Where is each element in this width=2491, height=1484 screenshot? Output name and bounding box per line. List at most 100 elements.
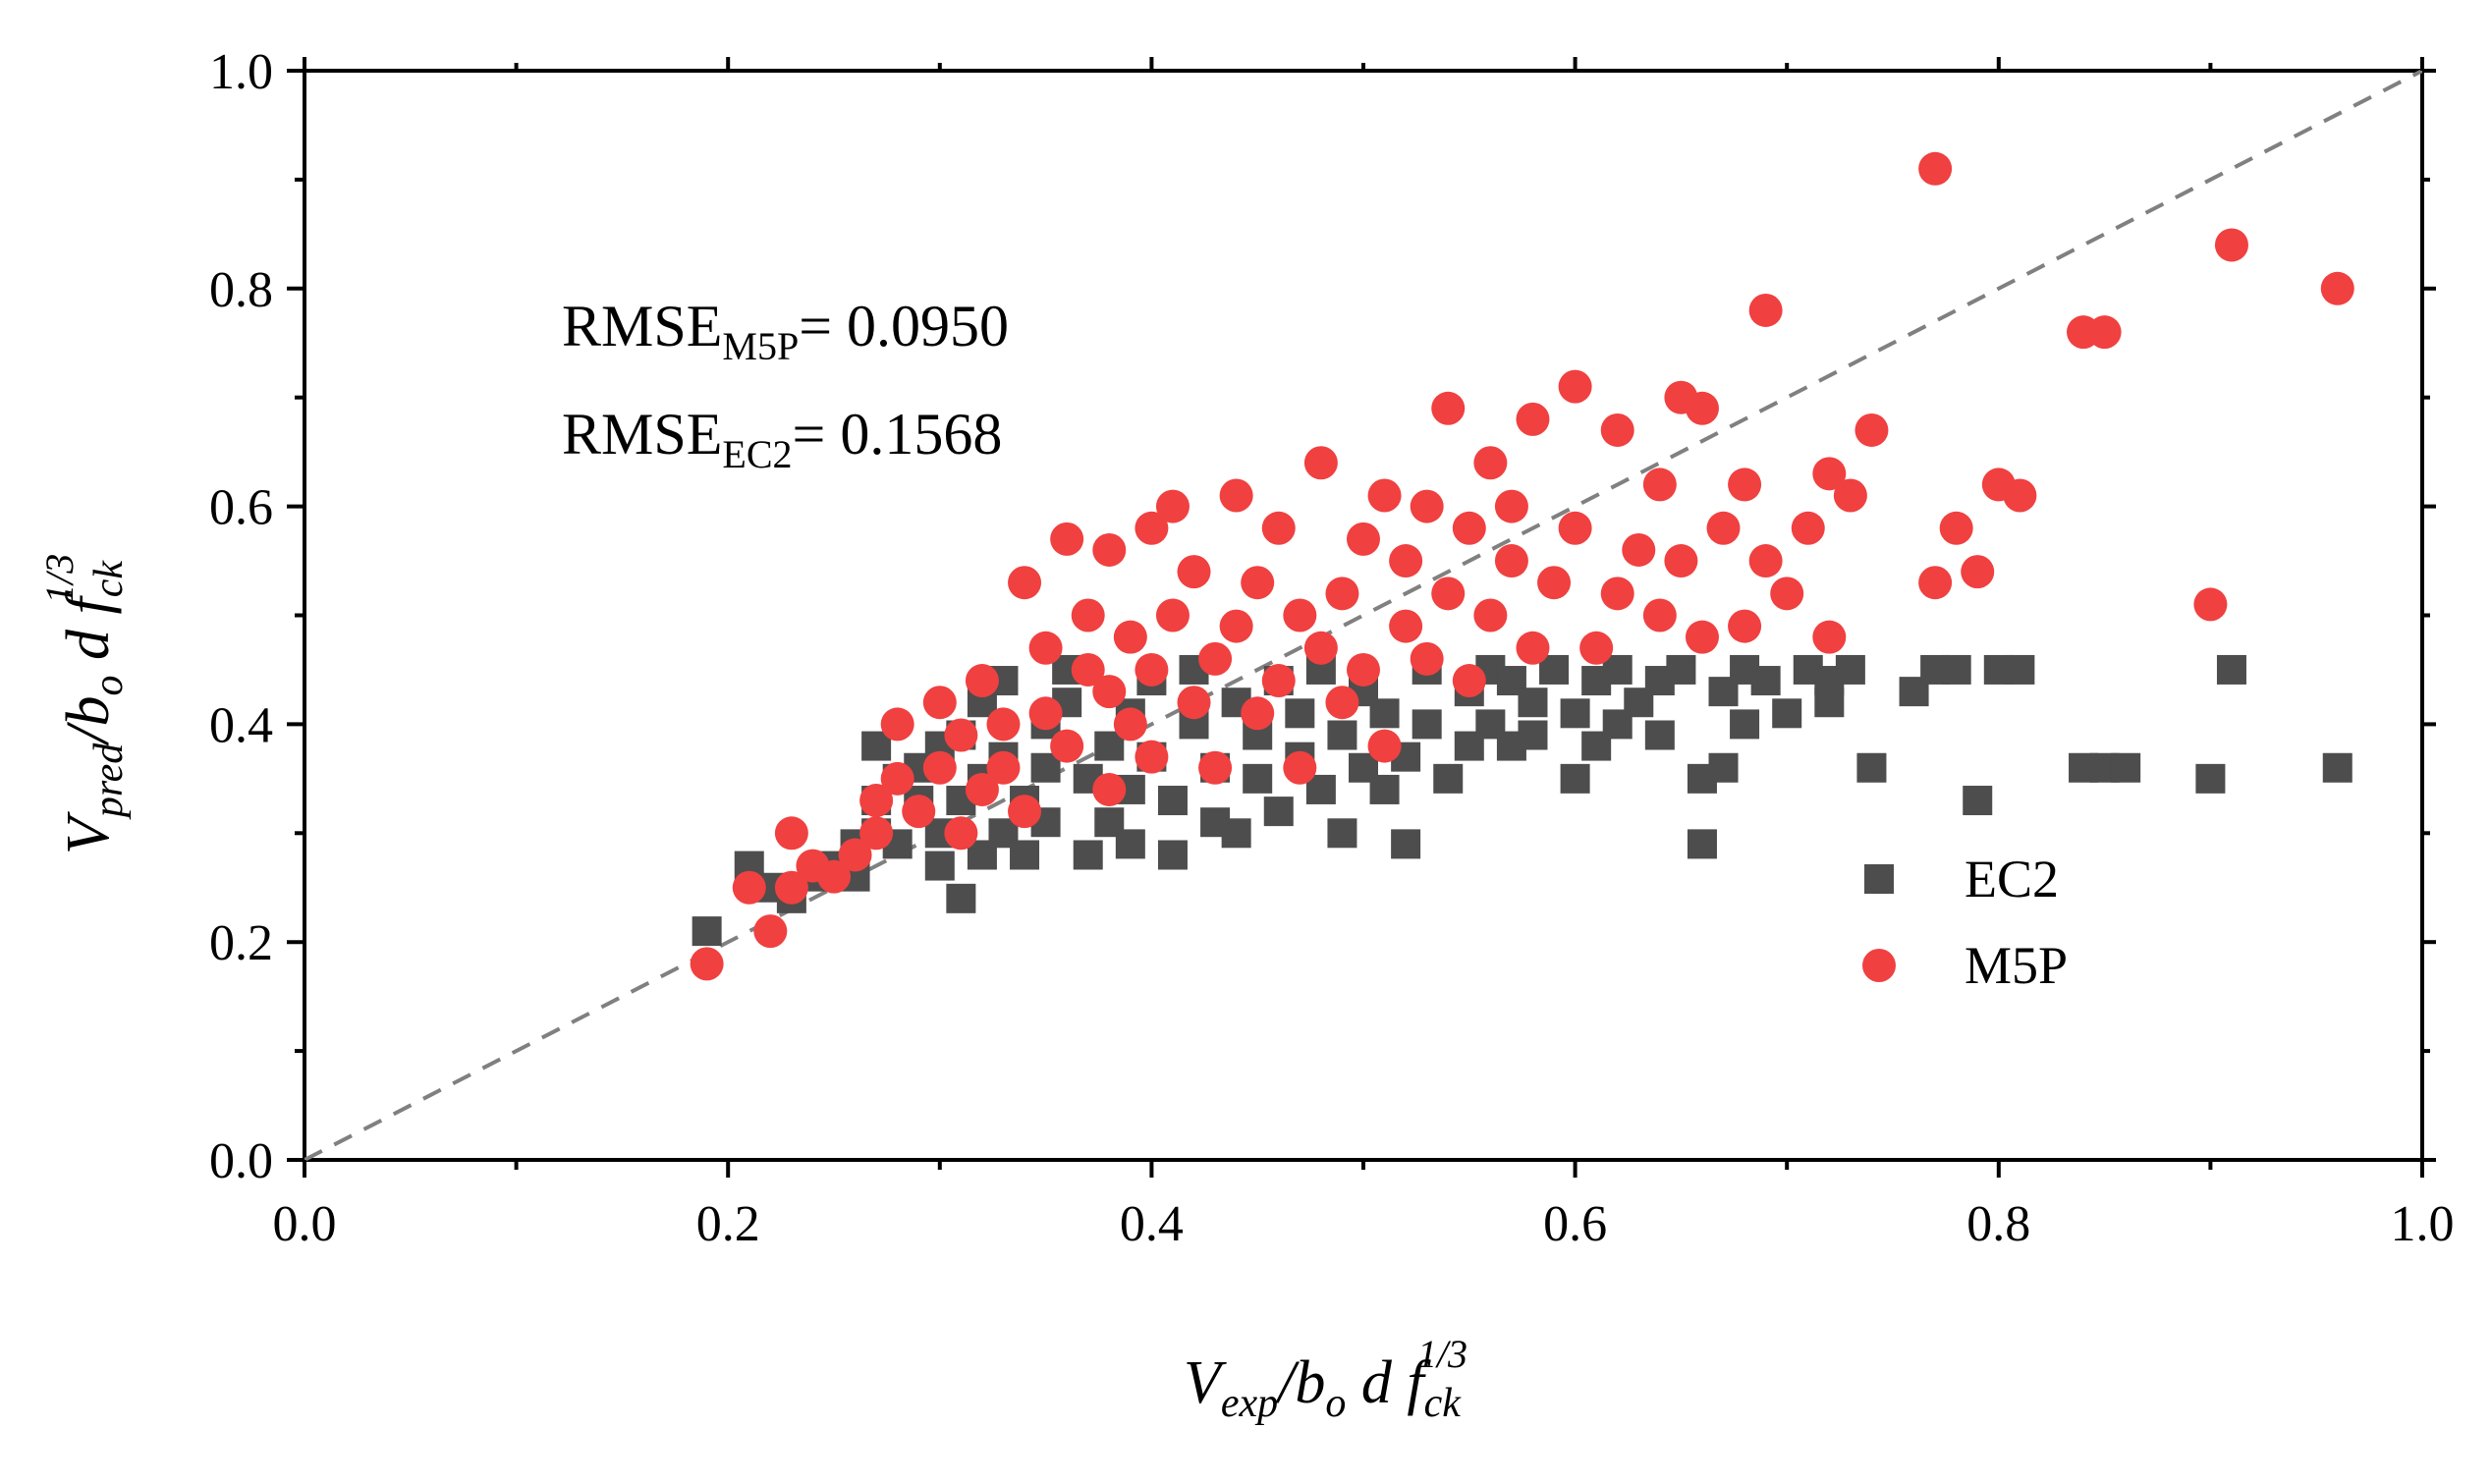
annotation-rmse-ec2: RMSEEC2= 0.1568: [562, 402, 1002, 476]
ec2-point: [1263, 797, 1294, 827]
axis-tick-labels: 0.0 0.2 0.4 0.6 0.8 1.0 0.0 0.2 0.4 0.6 0.8 1.0: [209, 44, 2455, 1252]
m5p-point: [965, 664, 999, 698]
m5p-point: [944, 718, 978, 752]
ec2-point: [1369, 774, 1400, 804]
m5p-point: [1622, 532, 1656, 567]
x-axis-title-sub: exp: [1221, 1381, 1278, 1426]
m5p-point: [1642, 467, 1677, 502]
ec2-point: [1750, 666, 1781, 696]
m5p-point: [2087, 315, 2122, 350]
m5p-point: [2214, 228, 2248, 262]
m5p-point: [1092, 532, 1127, 567]
ec2-point: [1644, 720, 1675, 750]
m5p-point: [1918, 566, 1953, 600]
y-tick-label: 0.0: [209, 1133, 273, 1189]
y-axis-title-tail: d f: [55, 589, 122, 675]
ec2-point: [1941, 654, 1971, 685]
m5p-point: [1961, 555, 1995, 589]
m5p-point: [1367, 729, 1402, 763]
m5p-point: [1410, 489, 1444, 523]
m5p-point: [1177, 686, 1211, 720]
m5p-point: [817, 859, 851, 894]
ec2-point: [1221, 818, 1251, 849]
y-axis-title-main: V: [55, 811, 122, 854]
m5p-point: [1728, 609, 1762, 643]
m5p-point: [1283, 598, 1317, 632]
m5p-point: [1431, 391, 1466, 425]
y-tick-label: 0.4: [209, 697, 273, 753]
reference-line-y-equals-x: [304, 69, 2423, 1162]
m5p-point: [1748, 544, 1783, 578]
ec2-point: [946, 883, 976, 913]
m5p-point: [1770, 577, 1804, 611]
ec2-point: [1157, 786, 1188, 816]
m5p-point: [1452, 664, 1486, 698]
ec2-point: [1518, 687, 1548, 718]
m5p-point: [922, 686, 957, 720]
m5p-point: [880, 761, 914, 796]
ec2-point: [1666, 654, 1696, 685]
m5p-point: [1558, 369, 1592, 404]
ec2-point: [1243, 763, 1273, 794]
y-tick-label: 0.8: [209, 262, 273, 318]
x-tick-label: 0.2: [696, 1196, 760, 1252]
m5p-point: [2320, 271, 2354, 305]
m5p-point: [1325, 577, 1359, 611]
m5p-point: [1071, 598, 1105, 632]
m5p-point: [1579, 631, 1614, 665]
annotation-rmse-ec2-subscript: EC2: [722, 432, 792, 476]
m5p-point: [1050, 729, 1084, 763]
m5p-point: [2003, 478, 2037, 513]
series-m5p: [690, 151, 2354, 981]
annotation-rmse-ec2-prefix: RMSE: [562, 402, 722, 467]
m5p-point: [1303, 446, 1338, 480]
x-tick-label: 0.8: [1966, 1196, 2030, 1252]
reference-line-group: [304, 69, 2423, 1162]
ec2-point: [1560, 763, 1590, 794]
x-axis-title-mid: /b: [1275, 1349, 1325, 1416]
x-axis-title-sub3: ck: [1424, 1381, 1463, 1426]
m5p-point: [1092, 675, 1127, 709]
m5p-point: [1600, 412, 1634, 447]
ec2-point: [1708, 752, 1739, 783]
m5p-point: [1685, 391, 1719, 425]
m5p-point: [1642, 598, 1677, 632]
ec2-point: [1856, 752, 1887, 783]
m5p-point: [1155, 598, 1190, 632]
y-axis-title-sup: 1/3: [37, 554, 82, 604]
m5p-point: [774, 816, 808, 851]
ec2-point: [1730, 709, 1760, 740]
ec2-point: [1412, 709, 1442, 740]
ec2-point: [924, 851, 955, 881]
legend-marker-m5p: [1862, 949, 1896, 982]
ec2-point: [1560, 698, 1590, 729]
m5p-point: [1135, 652, 1169, 687]
m5p-point: [1135, 511, 1169, 545]
m5p-point: [1177, 555, 1211, 589]
ec2-point: [1963, 786, 1993, 816]
m5p-point: [1325, 686, 1359, 720]
x-tick-label: 0.0: [273, 1196, 337, 1252]
m5p-point: [1748, 293, 1783, 327]
m5p-point: [838, 838, 872, 872]
m5p-point: [1516, 631, 1550, 665]
m5p-point: [732, 870, 766, 905]
m5p-point: [1347, 652, 1380, 687]
m5p-point: [1071, 652, 1105, 687]
x-axis-title-tail: d f: [1346, 1349, 1431, 1416]
m5p-point: [902, 795, 936, 829]
ec2-point: [1157, 840, 1188, 870]
m5p-point: [1008, 795, 1042, 829]
ec2-point: [1327, 818, 1357, 849]
m5p-point: [1494, 489, 1528, 523]
ec2-point: [1369, 698, 1400, 729]
m5p-point: [1219, 478, 1253, 513]
m5p-point: [1410, 641, 1444, 676]
m5p-point: [1812, 457, 1847, 491]
y-tick-label: 0.2: [209, 915, 273, 971]
m5p-point: [1050, 522, 1084, 556]
m5p-point: [1706, 511, 1741, 545]
x-axis-title-main: V: [1184, 1349, 1227, 1416]
x-tick-label: 1.0: [2391, 1196, 2455, 1252]
m5p-point: [1728, 467, 1762, 502]
